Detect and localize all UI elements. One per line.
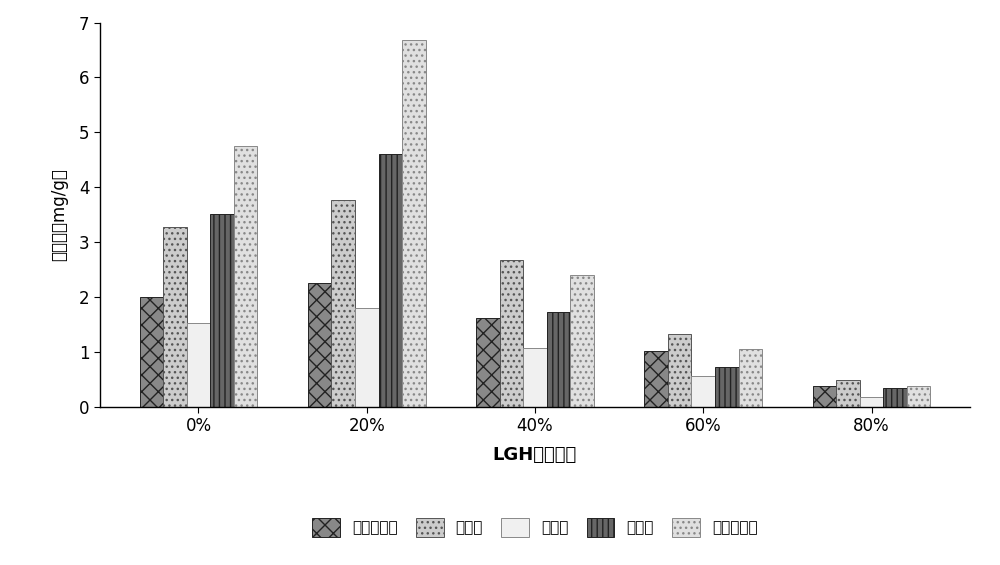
Bar bbox=[668, 334, 691, 407]
Bar bbox=[813, 386, 836, 407]
Bar bbox=[187, 323, 210, 407]
Bar bbox=[234, 146, 257, 407]
Bar bbox=[331, 201, 355, 407]
Bar bbox=[907, 386, 930, 407]
Bar bbox=[308, 283, 331, 407]
Bar bbox=[836, 380, 860, 407]
Bar bbox=[644, 351, 668, 407]
Bar bbox=[523, 347, 547, 407]
Bar bbox=[476, 318, 500, 407]
Bar bbox=[500, 260, 523, 407]
Bar bbox=[163, 227, 187, 407]
Bar bbox=[883, 388, 907, 407]
Bar bbox=[140, 297, 163, 407]
Bar bbox=[739, 349, 762, 407]
Bar bbox=[715, 367, 739, 407]
Bar bbox=[547, 312, 570, 407]
X-axis label: LGH的含水量: LGH的含水量 bbox=[493, 446, 577, 464]
Bar bbox=[570, 275, 594, 407]
Bar bbox=[691, 376, 715, 407]
Bar bbox=[379, 154, 402, 407]
Y-axis label: 提取率（mg/g）: 提取率（mg/g） bbox=[50, 168, 68, 261]
Bar bbox=[402, 40, 426, 407]
Bar bbox=[210, 214, 234, 407]
Bar bbox=[860, 397, 883, 407]
Legend: 芦荟大黄素, 大黄酸, 大黄素, 大黄酚, 大黄素甲醚: 芦荟大黄素, 大黄酸, 大黄素, 大黄酚, 大黄素甲醚 bbox=[305, 511, 765, 545]
Bar bbox=[355, 308, 379, 407]
